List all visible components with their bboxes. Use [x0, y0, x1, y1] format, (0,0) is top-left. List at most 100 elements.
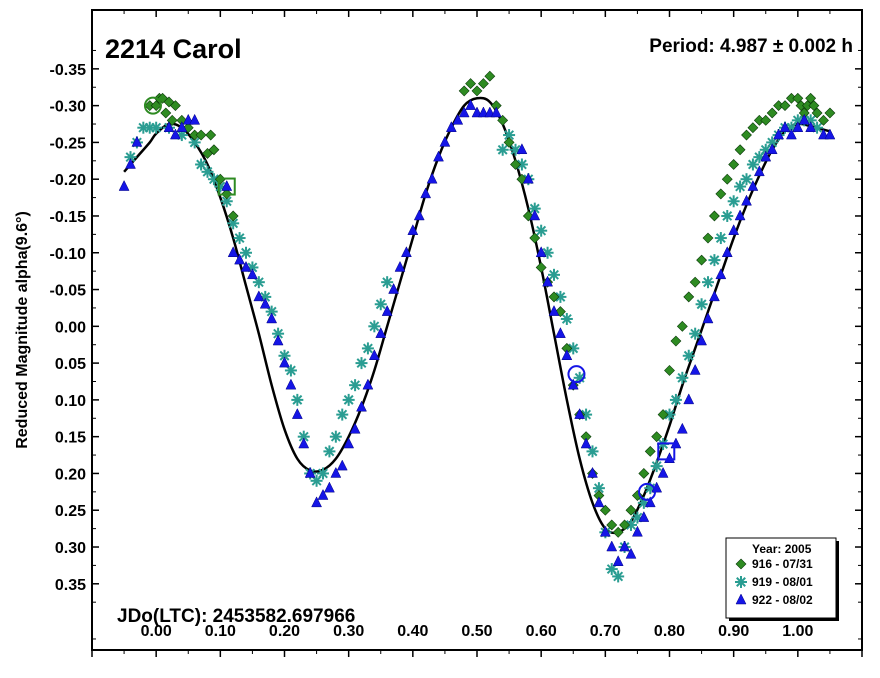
- y-ticks: -0.35 -0.30 -0.25 -0.20 -0.15 -0.10 -0.05 0.00 0…: [50, 49, 862, 640]
- data-point: [734, 144, 746, 156]
- data-point: [548, 291, 560, 303]
- x-tick-label: 0.90: [718, 623, 749, 640]
- data-point: [118, 179, 130, 191]
- highlight-markers-group: [143, 96, 676, 501]
- data-point: [279, 356, 290, 368]
- data-point: [407, 224, 419, 235]
- data-point: [529, 232, 541, 244]
- y-tick-label: -0.20: [50, 172, 87, 189]
- y-tick-label: -0.35: [50, 62, 87, 79]
- data-point: [721, 246, 733, 258]
- data-point: [779, 100, 791, 112]
- data-point: [349, 379, 362, 392]
- data-point: [150, 100, 162, 112]
- data-point: [285, 378, 297, 390]
- data-point: [356, 400, 367, 412]
- data-point: [548, 305, 560, 316]
- data-point: [702, 232, 714, 244]
- data-point: [496, 143, 509, 156]
- data-point: [278, 349, 291, 362]
- data-point: [805, 92, 817, 104]
- data-point: [182, 122, 194, 134]
- data-point: [515, 158, 528, 171]
- data-point: [240, 260, 252, 272]
- data-point: [304, 466, 316, 478]
- data-point: [663, 408, 676, 421]
- data-point: [413, 209, 425, 221]
- data-point: [689, 327, 702, 340]
- data-point: [555, 327, 566, 338]
- data-point: [644, 445, 656, 457]
- data-point: [619, 540, 630, 552]
- y-tick-label: -0.10: [50, 246, 87, 263]
- data-point: [201, 165, 214, 178]
- data-point: [753, 165, 765, 177]
- data-point: [824, 107, 836, 119]
- x-tick-label: 0.40: [397, 623, 428, 640]
- data-point: [651, 431, 663, 443]
- data-point: [297, 430, 310, 443]
- legend-marker: [735, 576, 747, 588]
- epoch-label: JDo(LTC): 2453582.697966: [117, 606, 355, 627]
- data-point: [586, 445, 599, 458]
- x-tick-label: 0.70: [590, 623, 621, 640]
- data-point: [381, 305, 393, 316]
- data-point: [695, 298, 708, 311]
- y-tick-label: 0.15: [55, 430, 86, 447]
- data-point: [311, 496, 322, 508]
- data-point: [548, 268, 560, 281]
- data-point: [734, 209, 746, 221]
- x-tick-label: 0.30: [333, 623, 364, 640]
- y-tick-label: 0.35: [55, 577, 86, 594]
- data-point: [574, 408, 586, 419]
- data-point: [426, 172, 438, 184]
- data-point: [792, 121, 804, 132]
- data-point: [433, 150, 444, 162]
- data-point: [477, 78, 489, 89]
- data-point: [323, 445, 336, 458]
- data-point: [490, 106, 502, 118]
- data-point: [773, 128, 784, 140]
- data-point: [709, 290, 720, 302]
- data-point: [638, 468, 650, 479]
- data-point: [503, 136, 515, 148]
- data-point: [683, 393, 695, 405]
- data-point: [599, 525, 611, 537]
- y-tick-label: 0.30: [55, 540, 86, 557]
- data-point: [163, 121, 175, 132]
- data-point: [535, 262, 547, 273]
- data-point: [696, 334, 707, 346]
- data-point: [253, 290, 265, 302]
- data-point: [125, 157, 136, 169]
- data-point: [374, 298, 387, 311]
- data-point: [669, 393, 682, 406]
- data-point: [632, 525, 643, 537]
- data-point: [381, 276, 394, 289]
- data-point: [715, 268, 727, 280]
- data-point: [587, 466, 598, 478]
- data-point: [560, 312, 573, 325]
- data-point: [458, 85, 470, 97]
- data-point: [702, 276, 714, 289]
- legend-entry-label: 922 - 08/02: [752, 593, 813, 607]
- data-point: [760, 114, 772, 126]
- data-point: [329, 430, 342, 443]
- data-point: [766, 143, 778, 155]
- y-tick-label: 0.10: [55, 393, 86, 410]
- data-point: [355, 357, 368, 370]
- data-point: [388, 282, 399, 294]
- data-point: [811, 107, 823, 119]
- highlight-circle: [143, 96, 162, 115]
- y-tick-label: -0.15: [50, 209, 87, 226]
- data-point: [786, 128, 797, 140]
- data-point: [516, 143, 528, 155]
- data-point: [728, 224, 740, 235]
- data-point: [465, 99, 476, 110]
- data-point: [227, 246, 239, 258]
- data-point: [169, 100, 181, 112]
- data-point: [188, 136, 201, 149]
- data-point: [798, 113, 810, 125]
- data-point: [708, 210, 720, 222]
- data-point: [740, 173, 753, 186]
- data-point: [542, 275, 553, 287]
